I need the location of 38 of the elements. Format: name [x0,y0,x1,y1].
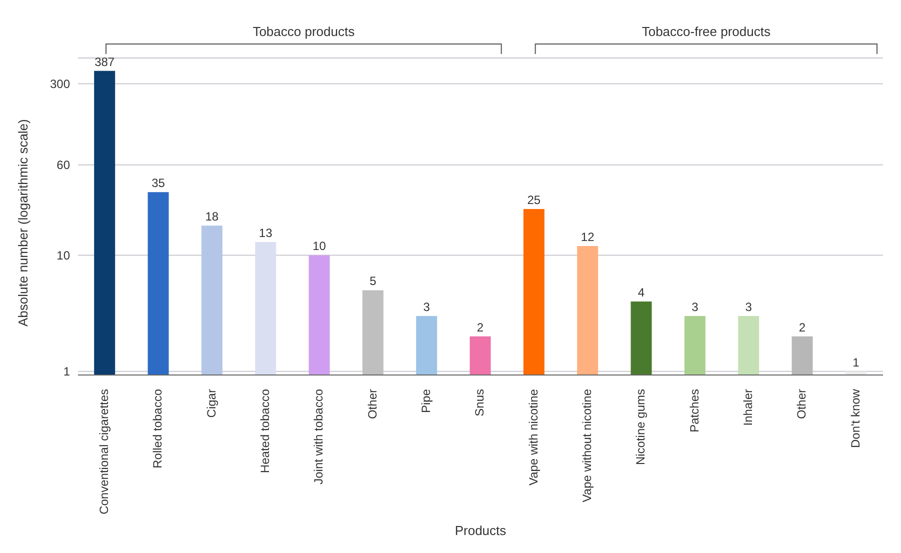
data-label: 25 [527,193,541,208]
data-label: 387 [94,54,115,69]
x-tick-label: Pipe [419,388,434,414]
y-tick-label: 10 [56,248,70,263]
x-tick-label: Other [794,389,809,420]
y-tick-label: 1 [63,364,70,379]
y-axis-title: Absolute number (logarithmic scale) [16,119,31,326]
data-label: 3 [692,300,699,314]
data-label: 3 [423,300,430,314]
x-tick-label: Patches [687,389,702,432]
x-tick-label: Conventional cigarettes [97,389,112,514]
data-label: 10 [312,239,326,254]
data-label: 18 [205,210,219,224]
x-tick-label: Snus [472,389,487,416]
x-tick-label: Vape with nicotine [526,388,540,486]
data-label: 5 [370,274,377,288]
data-label: 3 [745,300,752,314]
x-tick-label: Joint with tobacco [312,388,326,484]
x-tick-label: Rolled tobacco [150,388,165,468]
x-tick-label: Other [365,389,380,420]
data-label: 12 [580,230,595,244]
x-tick-label: Vape without nicotine [580,388,594,502]
x-tick-label: Don't know [848,388,862,448]
text: Tobacco products [252,24,356,39]
x-tick-label: Inhaler [741,389,756,426]
x-tick-label: Heated tobacco [258,388,272,474]
x-tick-label: Cigar [204,389,218,418]
x-axis-title: Products [454,523,507,538]
y-tick-label: 60 [56,158,70,172]
text: Tobacco-free products [642,24,771,39]
x-tick-label: Nicotine gums [634,389,648,466]
y-tick-label: 300 [50,77,70,92]
data-label: 13 [258,226,273,240]
data-label: 35 [152,176,166,190]
data-label: 2 [798,320,806,334]
data-label: 4 [638,285,645,300]
data-label: 1 [852,355,860,370]
data-label: 2 [476,320,484,334]
